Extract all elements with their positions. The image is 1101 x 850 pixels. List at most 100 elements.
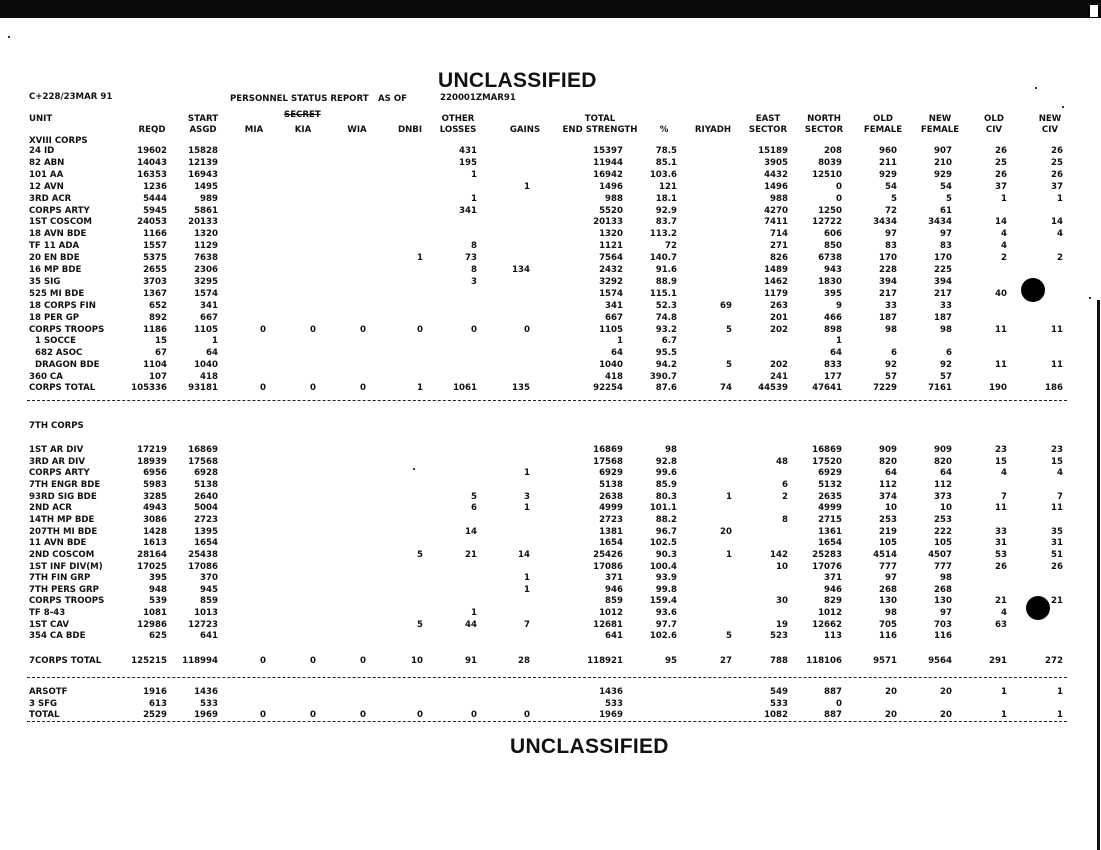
cell-north: 12722	[812, 217, 842, 227]
cell-unit: 1ST AR DIV	[29, 445, 84, 455]
cell-gains: 0	[524, 325, 530, 335]
cell-reqd: 125215	[131, 656, 167, 666]
cell-asgd: 370	[200, 573, 218, 583]
cell-reqd: 2529	[143, 710, 167, 720]
cell-east: 10	[776, 562, 788, 572]
cell-reqd: 17219	[137, 445, 167, 455]
cell-asgd: 1574	[194, 289, 218, 299]
cell-oldf: 4514	[873, 550, 897, 560]
cell-reqd: 2655	[143, 265, 167, 275]
cell-unit: 2ND ACR	[29, 503, 72, 513]
cell-unit: 14TH MP BDE	[29, 515, 95, 525]
cell-newciv: 14	[1051, 217, 1063, 227]
document-id: C+228/23MAR 91	[29, 92, 113, 102]
cell-newciv: 51	[1051, 550, 1063, 560]
cell-north: 833	[824, 360, 842, 370]
cell-other: 1	[471, 608, 477, 618]
cell-other: 8	[471, 241, 477, 251]
cell-total: 2723	[599, 515, 623, 525]
cell-reqd: 1104	[143, 360, 167, 370]
cell-reqd: 5945	[143, 206, 167, 216]
cell-other: 195	[459, 158, 477, 168]
section-title: 7TH CORPS	[29, 421, 84, 431]
cell-pct: 93.2	[655, 325, 677, 335]
cell-oldf: 7229	[873, 383, 897, 393]
cell-pct: 85.1	[655, 158, 677, 168]
cell-reqd: 625	[149, 631, 167, 641]
header-newciv-line1: NEW	[1038, 114, 1062, 124]
cell-east: 988	[770, 194, 788, 204]
cell-east: 2	[782, 492, 788, 502]
cell-total: 4999	[599, 503, 623, 513]
cell-newf: 929	[934, 170, 952, 180]
cell-asgd: 1436	[194, 687, 218, 697]
cell-asgd: 25438	[188, 550, 218, 560]
cell-mia: 0	[260, 656, 266, 666]
cell-reqd: 539	[149, 596, 167, 606]
cell-newf: 6	[946, 348, 952, 358]
cell-wia: 0	[360, 710, 366, 720]
cell-north: 9	[836, 301, 842, 311]
cell-pct: 99.8	[655, 585, 677, 595]
cell-reqd: 1428	[143, 527, 167, 537]
header-reqd-line2: REQD	[138, 125, 166, 135]
cell-oldf: 211	[879, 158, 897, 168]
cell-oldf: 83	[885, 241, 897, 251]
header-gains-line2: GAINS	[509, 125, 541, 135]
cell-oldciv: 1	[1001, 687, 1007, 697]
cell-newciv: 37	[1051, 182, 1063, 192]
cell-asgd: 12723	[188, 620, 218, 630]
cell-north: 1361	[818, 527, 842, 537]
header-oldf-line2: FEMALE	[863, 125, 903, 135]
cell-north: 47641	[812, 383, 842, 393]
cell-unit: 360 CA	[29, 372, 63, 382]
cell-east: 241	[770, 372, 788, 382]
cell-newciv: 1	[1057, 687, 1063, 697]
cell-wia: 0	[360, 325, 366, 335]
cell-asgd: 1	[212, 336, 218, 346]
cell-pct: 87.6	[655, 383, 677, 393]
cell-reqd: 5375	[143, 253, 167, 263]
cell-oldf: 116	[879, 631, 897, 641]
cell-asgd: 16943	[188, 170, 218, 180]
scan-speck	[1062, 106, 1064, 108]
cell-reqd: 5444	[143, 194, 167, 204]
cell-newf: 97	[940, 608, 952, 618]
cell-pct: 99.6	[655, 468, 677, 478]
cell-unit: 7CORPS TOTAL	[29, 656, 102, 666]
cell-asgd: 1105	[194, 325, 218, 335]
cell-total: 16869	[593, 445, 623, 455]
cell-reqd: 892	[149, 313, 167, 323]
cell-north: 850	[824, 241, 842, 251]
cell-east: 1489	[764, 265, 788, 275]
cell-gains: 1	[524, 468, 530, 478]
cell-asgd: 3295	[194, 277, 218, 287]
scan-speck	[1035, 87, 1037, 89]
cell-unit: CORPS TROOPS	[29, 596, 105, 606]
cell-pct: 78.5	[655, 146, 677, 156]
cell-oldciv: 33	[995, 527, 1007, 537]
cell-north: 466	[824, 313, 842, 323]
cell-newciv: 1	[1057, 710, 1063, 720]
cell-unit: 354 CA BDE	[29, 631, 86, 641]
cell-oldf: 929	[879, 170, 897, 180]
cell-reqd: 17025	[137, 562, 167, 572]
cell-pct: 90.3	[655, 550, 677, 560]
cell-east: 202	[770, 360, 788, 370]
cell-oldciv: 4	[1001, 608, 1007, 618]
cell-reqd: 1367	[143, 289, 167, 299]
cell-reqd: 105336	[131, 383, 167, 393]
cell-unit: 18 CORPS FIN	[29, 301, 96, 311]
as-of-label: AS OF	[378, 94, 408, 104]
cell-pct: 85.9	[655, 480, 677, 490]
cell-other: 1061	[453, 383, 477, 393]
cell-wia: 0	[360, 656, 366, 666]
cell-dnbi: 0	[417, 710, 423, 720]
cell-total: 859	[605, 596, 623, 606]
scan-speck	[1089, 297, 1091, 299]
cell-newf: 907	[934, 146, 952, 156]
cell-pct: 72	[665, 241, 677, 251]
cell-total: 1320	[599, 229, 623, 239]
cell-total: 533	[605, 699, 623, 709]
cell-other: 431	[459, 146, 477, 156]
